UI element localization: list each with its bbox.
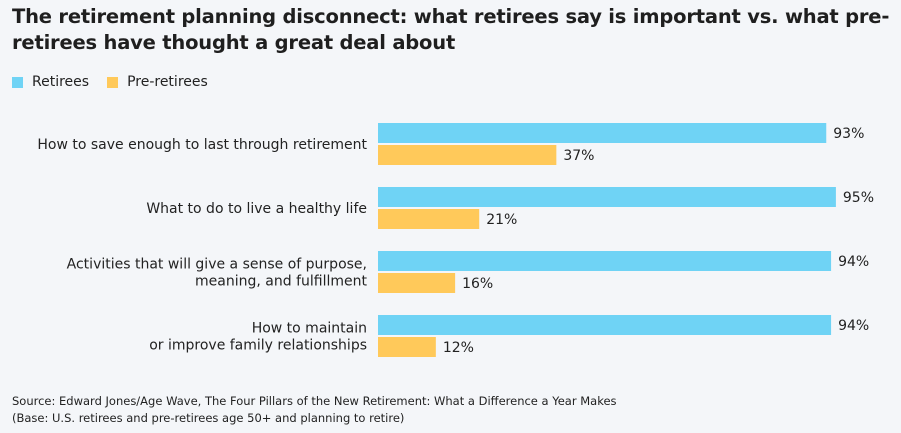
legend-label-retirees: Retirees bbox=[32, 74, 90, 90]
category-label: meaning, and fulfillment bbox=[195, 274, 367, 290]
bar-chart: How to save enough to last through retir… bbox=[37, 123, 874, 357]
bar-pre-retirees bbox=[378, 337, 436, 357]
legend-swatch-pre-retirees bbox=[107, 76, 119, 88]
data-label-retirees: 94% bbox=[838, 318, 869, 334]
data-label-retirees: 95% bbox=[843, 190, 874, 206]
base-line: (Base: U.S. retirees and pre-retirees ag… bbox=[12, 411, 405, 425]
legend-swatch-retirees bbox=[12, 76, 23, 88]
category-label: How to save enough to last through retir… bbox=[37, 137, 367, 153]
chart-title: The retirement planning disconnect: what… bbox=[12, 5, 890, 54]
legend-item-retirees: Retirees bbox=[12, 74, 89, 90]
data-label-retirees: 93% bbox=[833, 126, 864, 142]
bar-pre-retirees bbox=[378, 273, 456, 293]
data-label-pre-retirees: 16% bbox=[462, 276, 493, 292]
source-line: Source: Edward Jones/Age Wave, The Four … bbox=[12, 394, 617, 408]
data-label-pre-retirees: 12% bbox=[443, 340, 474, 356]
data-label-retirees: 94% bbox=[838, 254, 869, 270]
category-label: What to do to live a healthy life bbox=[146, 201, 367, 217]
bar-pre-retirees bbox=[378, 209, 480, 229]
data-label-pre-retirees: 21% bbox=[486, 212, 517, 228]
legend: Retirees Pre-retirees bbox=[12, 74, 226, 90]
category-label: Activities that will give a sense of pur… bbox=[67, 257, 367, 273]
bar-pre-retirees bbox=[378, 145, 557, 165]
source-note: Source: Edward Jones/Age Wave, The Four … bbox=[12, 393, 617, 427]
bar-retirees bbox=[378, 187, 836, 207]
legend-label-pre-retirees: Pre-retirees bbox=[127, 74, 208, 90]
category-label: or improve family relationships bbox=[149, 338, 367, 354]
legend-item-pre-retirees: Pre-retirees bbox=[107, 74, 208, 90]
category-label: How to maintain bbox=[252, 321, 367, 337]
bar-retirees bbox=[378, 251, 832, 271]
bar-retirees bbox=[378, 315, 832, 335]
bar-retirees bbox=[378, 123, 827, 143]
data-label-pre-retirees: 37% bbox=[563, 148, 594, 164]
